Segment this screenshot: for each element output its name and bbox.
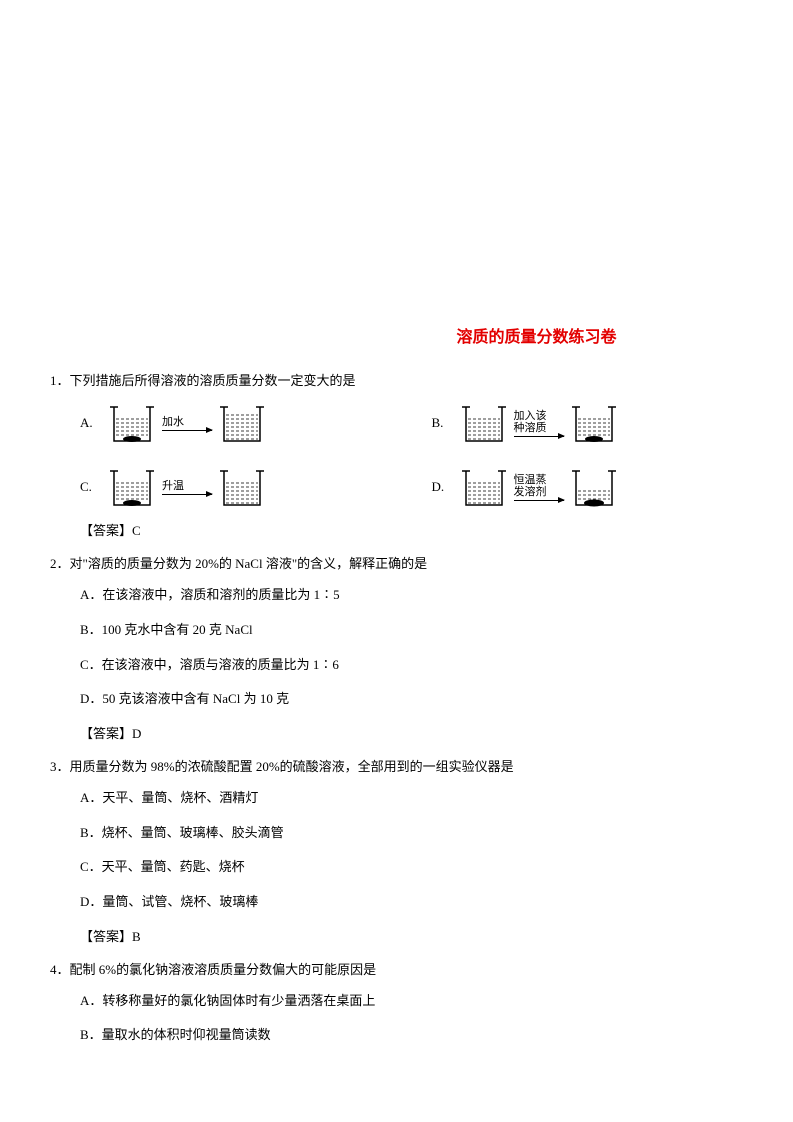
q3-option-c: C．天平、量筒、药匙、烧杯 [80, 857, 743, 878]
q1-number: 1． [50, 373, 70, 388]
q3-option-d: D．量筒、试管、烧杯、玻璃棒 [80, 892, 743, 913]
q2-option-a: A．在该溶液中，溶质和溶剂的质量比为 1∶5 [80, 585, 743, 606]
q3-options: A．天平、量筒、烧杯、酒精灯 B．烧杯、量筒、玻璃棒、胶头滴管 C．天平、量筒、… [50, 788, 743, 913]
q3-number: 3． [50, 759, 70, 774]
diagram-b: B. 加入该 种溶质 [432, 401, 744, 445]
label-d: D. [432, 477, 450, 498]
beaker-c1 [108, 465, 156, 509]
arrow-b-text2: 种溶质 [514, 422, 547, 434]
q4-option-b: B．量取水的体积时仰视量筒读数 [80, 1025, 743, 1046]
q2-number: 2． [50, 556, 70, 571]
beaker-d1 [460, 465, 508, 509]
q2-text: 对"溶质的质量分数为 20%的 NaCl 溶液"的含义，解释正确的是 [70, 556, 428, 571]
label-b: B. [432, 413, 450, 434]
q2-option-c: C．在该溶液中，溶质与溶液的质量比为 1∶6 [80, 655, 743, 676]
q1-diagrams: A. 加水 [50, 401, 743, 509]
arrow-c: 升温 [162, 480, 212, 495]
arrow-b: 加入该 种溶质 [514, 410, 564, 437]
q3-text: 用质量分数为 98%的浓硫酸配置 20%的硫酸溶液，全部用到的一组实验仪器是 [70, 759, 514, 774]
q1-stem: 1．下列措施后所得溶液的溶质质量分数一定变大的是 [50, 371, 743, 392]
q4-text: 配制 6%的氯化钠溶液溶质质量分数偏大的可能原因是 [70, 962, 377, 977]
arrow-b-text1: 加入该 [514, 410, 547, 422]
diagram-d: D. 恒温蒸 发溶剂 [432, 465, 744, 509]
question-2: 2．对"溶质的质量分数为 20%的 NaCl 溶液"的含义，解释正确的是 A．在… [50, 554, 743, 745]
arrow-line-icon [514, 500, 564, 501]
diagram-c: C. 升温 [80, 465, 392, 509]
q1-answer: 【答案】C [50, 521, 743, 542]
arrow-d-text1: 恒温蒸 [514, 474, 547, 486]
question-4: 4．配制 6%的氯化钠溶液溶质质量分数偏大的可能原因是 A．转移称量好的氯化钠固… [50, 960, 743, 1046]
q2-stem: 2．对"溶质的质量分数为 20%的 NaCl 溶液"的含义，解释正确的是 [50, 554, 743, 575]
q3-option-a: A．天平、量筒、烧杯、酒精灯 [80, 788, 743, 809]
q1-text: 下列措施后所得溶液的溶质质量分数一定变大的是 [70, 373, 356, 388]
label-c: C. [80, 477, 98, 498]
q4-stem: 4．配制 6%的氯化钠溶液溶质质量分数偏大的可能原因是 [50, 960, 743, 981]
diagram-a: A. 加水 [80, 401, 392, 445]
arrow-d-text2: 发溶剂 [514, 486, 547, 498]
arrow-d: 恒温蒸 发溶剂 [514, 474, 564, 501]
q2-answer: 【答案】D [50, 724, 743, 745]
beaker-c2 [218, 465, 266, 509]
label-a: A. [80, 413, 98, 434]
question-3: 3．用质量分数为 98%的浓硫酸配置 20%的硫酸溶液，全部用到的一组实验仪器是… [50, 757, 743, 948]
q4-option-a: A．转移称量好的氯化钠固体时有少量洒落在桌面上 [80, 991, 743, 1012]
q4-number: 4． [50, 962, 70, 977]
beaker-b1 [460, 401, 508, 445]
q2-option-b: B．100 克水中含有 20 克 NaCl [80, 620, 743, 641]
q3-option-b: B．烧杯、量筒、玻璃棒、胶头滴管 [80, 823, 743, 844]
beaker-a2 [218, 401, 266, 445]
arrow-a: 加水 [162, 416, 212, 431]
beaker-d2 [570, 465, 618, 509]
page-title: 溶质的质量分数练习卷 [50, 325, 743, 351]
arrow-a-text: 加水 [162, 416, 184, 428]
question-1: 1．下列措施后所得溶液的溶质质量分数一定变大的是 A. 加水 [50, 371, 743, 543]
q2-option-d: D．50 克该溶液中含有 NaCl 为 10 克 [80, 689, 743, 710]
beaker-a1 [108, 401, 156, 445]
q4-options: A．转移称量好的氯化钠固体时有少量洒落在桌面上 B．量取水的体积时仰视量筒读数 [50, 991, 743, 1047]
beaker-b2 [570, 401, 618, 445]
arrow-c-text: 升温 [162, 480, 184, 492]
arrow-line-icon [162, 494, 212, 495]
q3-answer: 【答案】B [50, 927, 743, 948]
q3-stem: 3．用质量分数为 98%的浓硫酸配置 20%的硫酸溶液，全部用到的一组实验仪器是 [50, 757, 743, 778]
arrow-line-icon [162, 430, 212, 431]
arrow-line-icon [514, 436, 564, 437]
q2-options: A．在该溶液中，溶质和溶剂的质量比为 1∶5 B．100 克水中含有 20 克 … [50, 585, 743, 710]
